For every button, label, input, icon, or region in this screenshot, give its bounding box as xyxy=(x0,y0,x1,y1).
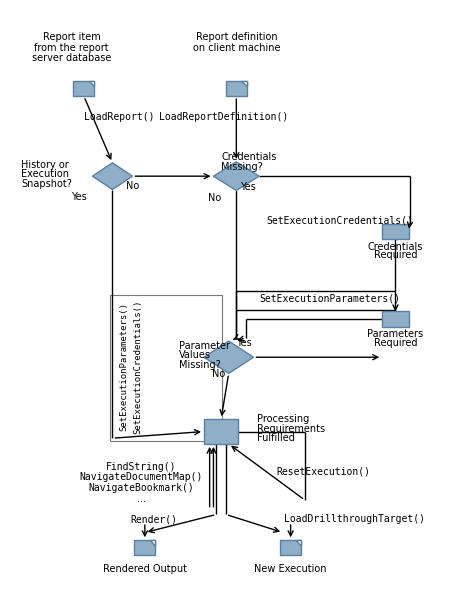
Text: Parameters: Parameters xyxy=(367,329,423,340)
Text: No: No xyxy=(207,193,221,203)
Polygon shape xyxy=(150,540,155,545)
Polygon shape xyxy=(295,540,300,545)
Polygon shape xyxy=(203,341,253,373)
FancyBboxPatch shape xyxy=(134,540,155,556)
Text: server database: server database xyxy=(32,53,111,63)
Polygon shape xyxy=(241,81,246,86)
Text: SetExecutionCredentials(): SetExecutionCredentials() xyxy=(266,215,413,225)
Text: Required: Required xyxy=(373,250,416,260)
Text: No: No xyxy=(211,370,224,379)
FancyBboxPatch shape xyxy=(203,419,238,444)
Text: Fulfilled: Fulfilled xyxy=(257,433,295,443)
Polygon shape xyxy=(92,163,132,190)
Text: SetExecutionParameters(): SetExecutionParameters() xyxy=(258,293,399,303)
FancyBboxPatch shape xyxy=(226,81,246,96)
Text: History or: History or xyxy=(21,160,69,170)
Text: Execution: Execution xyxy=(21,169,69,179)
Text: Yes: Yes xyxy=(71,192,87,202)
Text: Credentials: Credentials xyxy=(367,241,422,252)
Text: Parameter: Parameter xyxy=(179,341,230,351)
Text: Requirements: Requirements xyxy=(257,424,325,433)
FancyBboxPatch shape xyxy=(381,224,408,239)
Text: Credentials: Credentials xyxy=(221,152,276,162)
Text: LoadReportDefinition(): LoadReportDefinition() xyxy=(159,112,288,122)
Text: Yes: Yes xyxy=(236,338,252,348)
Text: Render(): Render() xyxy=(131,514,178,524)
Text: NavigateDocumentMap(): NavigateDocumentMap() xyxy=(79,473,202,482)
Text: NavigateBookmark(): NavigateBookmark() xyxy=(88,483,193,493)
FancyBboxPatch shape xyxy=(73,81,94,96)
Text: FindString(): FindString() xyxy=(106,462,176,472)
Text: on client machine: on client machine xyxy=(192,43,280,52)
Text: Processing: Processing xyxy=(257,414,309,424)
FancyBboxPatch shape xyxy=(280,540,300,556)
Text: ResetExecution(): ResetExecution() xyxy=(276,467,369,477)
Text: Report item: Report item xyxy=(42,32,100,42)
Text: Missing?: Missing? xyxy=(221,162,262,172)
Text: No: No xyxy=(125,181,139,191)
Text: SetExecutionParameters(): SetExecutionParameters() xyxy=(119,302,128,431)
Text: Missing?: Missing? xyxy=(179,360,221,370)
Text: LoadReport(): LoadReport() xyxy=(84,112,154,122)
Text: SetExecutionCredentials(): SetExecutionCredentials() xyxy=(133,300,143,434)
FancyBboxPatch shape xyxy=(381,311,408,327)
Text: Snapshot?: Snapshot? xyxy=(21,179,72,189)
Text: New Execution: New Execution xyxy=(254,563,326,574)
Text: Required: Required xyxy=(373,338,416,348)
Text: LoadDrillthroughTarget(): LoadDrillthroughTarget() xyxy=(283,514,424,524)
Text: Yes: Yes xyxy=(239,182,255,191)
Text: Report definition: Report definition xyxy=(195,32,276,42)
Text: Values: Values xyxy=(179,350,211,361)
Text: ...: ... xyxy=(136,494,145,504)
Polygon shape xyxy=(89,81,94,86)
Polygon shape xyxy=(213,162,258,190)
Text: from the report: from the report xyxy=(34,43,109,52)
Text: Rendered Output: Rendered Output xyxy=(103,563,186,574)
